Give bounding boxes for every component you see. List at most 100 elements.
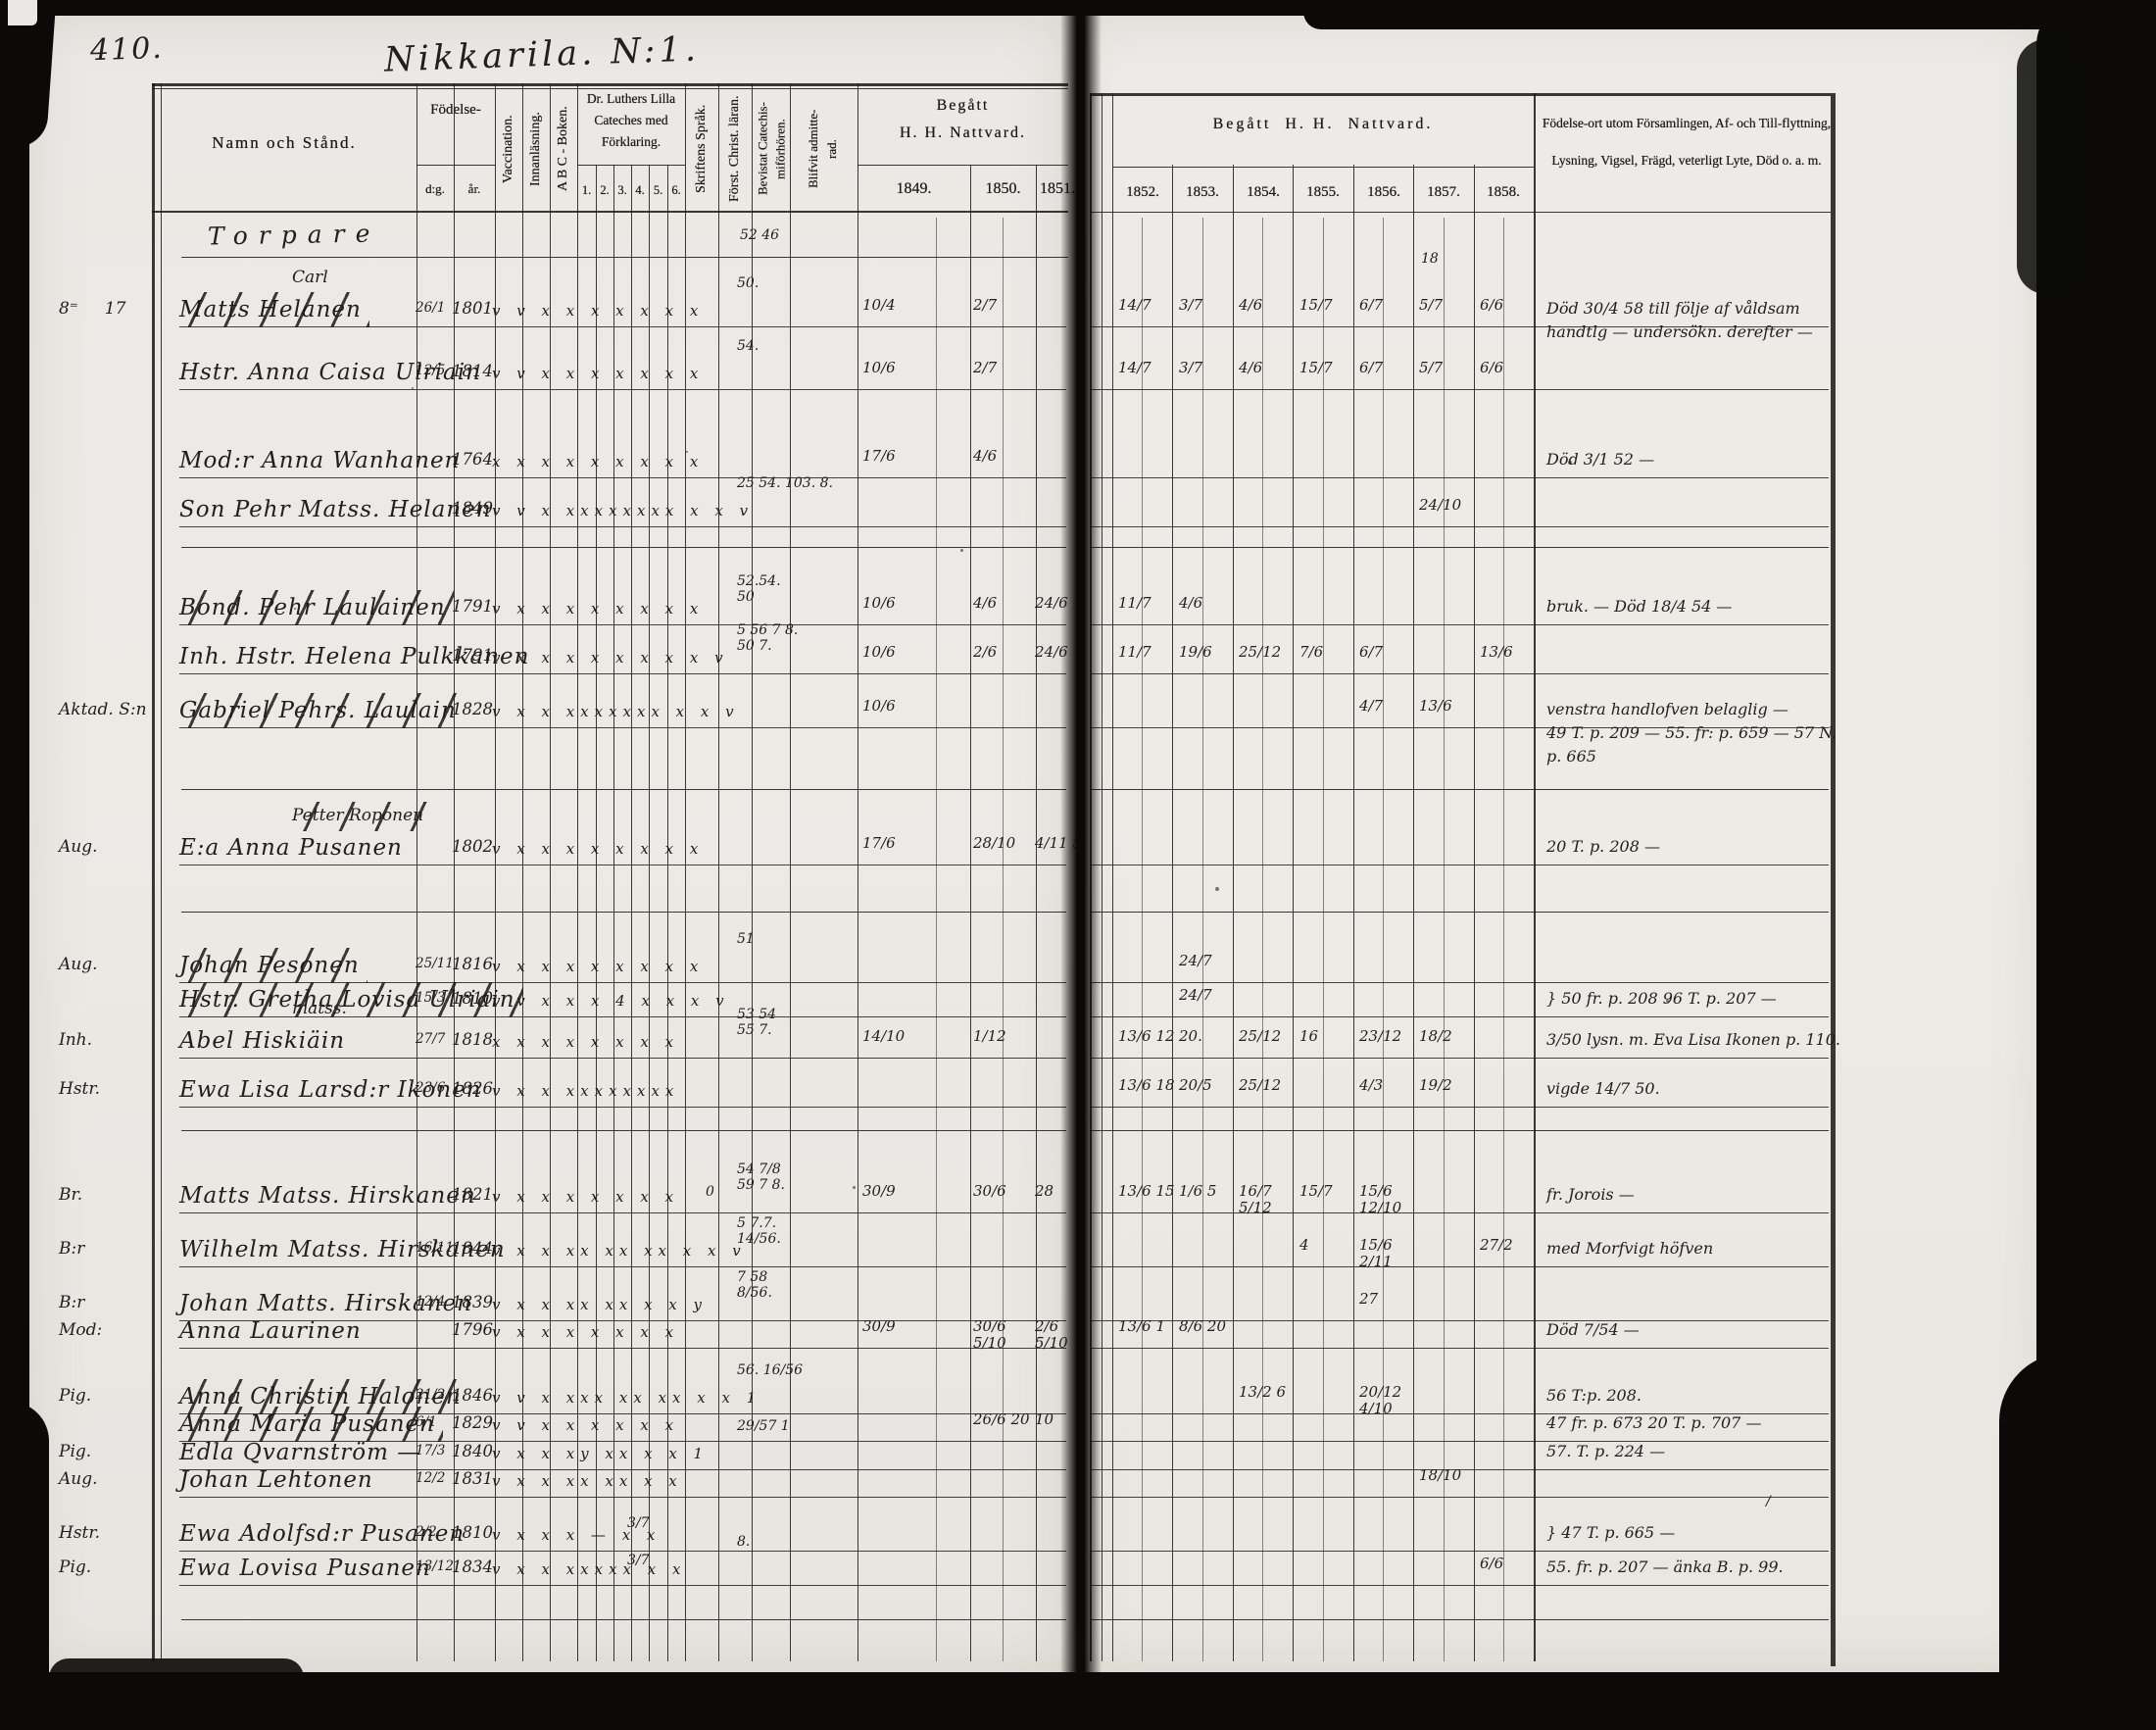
cell-y54: 4/6 [1239,296,1263,314]
cell-y52: 13/6 15 [1118,1182,1175,1200]
record-underline-left [179,1058,1066,1059]
row-rule [1091,789,1829,790]
cell-y58: 27/2 [1480,1236,1513,1254]
record-underline-right [1091,1551,1829,1552]
remark-note: vigde 14/7 50. [1546,1079,1660,1098]
header-catechism-2: Cateches med [594,113,668,127]
cell-y52: 13/6 18 [1118,1076,1175,1094]
cell-y56: 20/12 4/10 [1359,1383,1402,1418]
cell-y55: 4 [1299,1236,1309,1254]
birth-day: 6/1 [416,1414,437,1430]
cell-y54: 4/6 [1239,359,1263,376]
cell-y53: 20/5 [1179,1076,1212,1094]
column-rule [1293,165,1294,1661]
birth-day: 15/3 [416,990,446,1006]
person-name: Mod:r Anna Wanhanen [179,448,461,473]
birth-year: 1849. [452,499,499,518]
person-name: Ewa Lisa Larsd:r Ikonen [179,1077,482,1103]
record-underline-left [179,1551,1066,1552]
birth-year: 1764. [452,450,499,469]
catechism-col-3: 3. [617,183,627,197]
strike-mark [172,982,523,1018]
cell-y54: 25/12 [1239,643,1282,661]
column-rule [1112,93,1113,1661]
year-1857: 1857. [1427,184,1460,200]
cell-y53: 3/7 [1179,359,1203,376]
stray-annotation: 3/7 [627,1515,650,1531]
birth-year: 1814. [452,362,499,380]
birth-day: 2/2 [416,1524,437,1540]
row-rule [1091,912,1829,913]
person-name: Abel Hiskiäin [179,1028,346,1054]
cell-y49: 17/6 [862,834,896,852]
cell-y56: 6/7 [1359,359,1384,376]
column-rule [1474,165,1475,1661]
cell-y56: 15/6 12/10 [1359,1182,1402,1217]
cell-y53: 1/6 5 [1179,1182,1217,1200]
record-underline-left [179,477,1066,478]
row-rule [181,1619,1066,1620]
column-rule [1831,93,1836,1666]
cell-y58: 13/6 [1480,643,1513,661]
birth-year: 1810 [452,1523,493,1542]
catechism-col-5: 5. [653,183,663,197]
cell-y52: 11/7 [1118,594,1152,612]
scan-edge-right-smudge [2017,39,2076,294]
column-rule [667,165,668,1661]
margin-note: Inh. [59,1030,93,1050]
cell-y51: 2/6 5/10 [1035,1317,1068,1353]
cell-y55: 7/6 [1299,643,1324,661]
row-rule [577,165,685,166]
cell-y49: 10/6 [862,359,896,376]
header-admitted-2: rad. [824,139,839,159]
row-rule [181,257,1068,258]
record-underline-right [1091,1441,1829,1442]
row-rule [416,165,495,166]
ink-speck [294,608,296,610]
birth-day: 17/3 [416,1443,446,1458]
birth-day: 16/11 [416,1240,454,1256]
margin-note: B:r [59,1293,85,1312]
column-rule [1036,165,1037,1661]
cell-y56: 23/12 [1359,1027,1402,1045]
remark-note: 56 T:p. 208. [1546,1386,1642,1405]
scan-edge-right-blotch [1999,1353,2156,1730]
scan-edge-bottom [0,1672,2156,1730]
column-rule [577,83,578,1661]
cell-y49: 10/6 [862,643,896,661]
column-rule [454,83,455,1661]
record-underline-left [179,1413,1066,1414]
birth-year: 1801. [452,299,499,318]
year-1849: 1849. [896,180,932,197]
cell-y56: 27 [1359,1290,1379,1308]
cell-y54: 25/12 [1239,1027,1282,1045]
cell-bev: 5 7.7. 14/56. [737,1215,781,1248]
cell-y54: 25/12 [1239,1076,1282,1094]
examination-marks: v x x xxxxx x x [492,1560,687,1578]
birth-year: 1828 [452,700,493,718]
year-1853: 1853. [1186,184,1219,200]
paper-corner-notch [8,0,37,25]
row-rule [181,912,1066,913]
ink-speck [1215,887,1219,891]
cell-y51: 28 [1035,1182,1054,1200]
birth-year: 1826 [452,1079,493,1098]
birth-day: 21/2 [416,1387,446,1403]
record-underline-right [1091,727,1829,728]
cell-y53: 24/7 [1179,952,1212,969]
cell-y57: 5/7 [1419,296,1444,314]
examination-marks: v x x x x x x x [492,1188,680,1206]
margin-note: Aktad. S:n [59,700,147,719]
header-attended-1: Bevistat Catechis- [755,102,770,196]
scan-edge-top-right [1303,0,2156,29]
header-birth-year: år. [467,181,481,196]
cell-y57: 18/2 [1419,1027,1452,1045]
cell-y53: 4/6 [1179,594,1203,612]
record-underline-left [179,673,1066,674]
record-underline-left [179,326,1066,327]
birth-year: 1840 [452,1442,493,1460]
birth-year: 1834 [452,1557,493,1576]
remark-note: 20 T. p. 208 — [1546,837,1660,856]
record-underline-left [179,1212,1066,1213]
margin-note: Pig. [59,1557,92,1577]
